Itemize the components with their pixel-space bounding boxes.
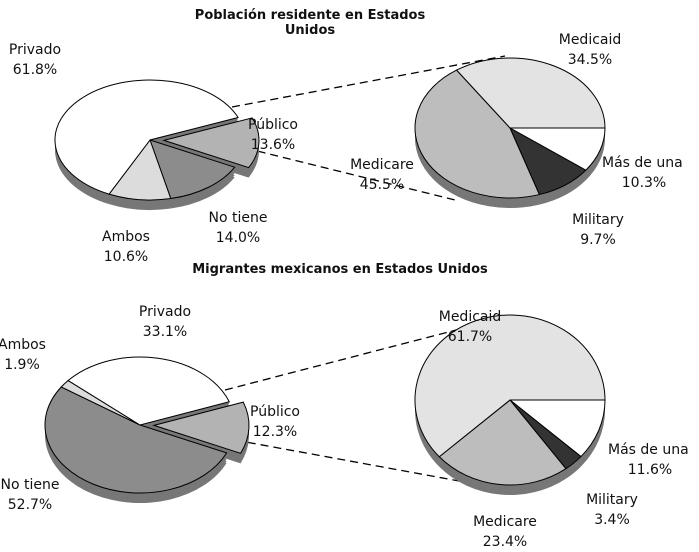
slice-value-label: 52.7% bbox=[8, 497, 52, 513]
slice bbox=[54, 79, 239, 195]
slice-value-label: 9.7% bbox=[580, 232, 616, 248]
slice-value-label: 61.7% bbox=[448, 329, 492, 345]
slice-label: Más de una bbox=[602, 155, 683, 171]
slice-label: Privado bbox=[139, 304, 191, 320]
slice-value-label: 14.0% bbox=[216, 230, 260, 246]
slice bbox=[414, 314, 606, 458]
chart-title: Población residente en Estados Unidos bbox=[194, 8, 426, 38]
slice-value-label: 12.3% bbox=[253, 424, 297, 440]
slice-label: Medicaid bbox=[439, 309, 502, 325]
slice-value-label: 11.6% bbox=[628, 462, 672, 478]
slice-label: Military bbox=[586, 492, 638, 508]
slice-label: No tiene bbox=[1, 477, 60, 493]
slice-value-label: 33.1% bbox=[143, 324, 187, 340]
slice bbox=[438, 399, 567, 486]
slice-label: Medicare bbox=[473, 514, 537, 530]
slice-value-label: 10.6% bbox=[104, 249, 148, 265]
slice-label: Medicare bbox=[350, 157, 414, 173]
slice-label: Ambos bbox=[102, 229, 150, 245]
slice-value-label: 23.4% bbox=[483, 534, 527, 550]
slice bbox=[162, 117, 260, 169]
slice bbox=[414, 69, 541, 199]
connector bbox=[224, 315, 511, 391]
slice bbox=[508, 399, 606, 458]
slice-label: Público bbox=[250, 404, 300, 420]
slice bbox=[149, 139, 236, 200]
connector bbox=[234, 439, 471, 484]
slice bbox=[455, 57, 606, 129]
slice-label: No tiene bbox=[209, 210, 268, 226]
slice-label: Military bbox=[572, 212, 624, 228]
slice-label: Medicaid bbox=[559, 32, 622, 48]
slice bbox=[44, 386, 228, 494]
slice-label: Ambos bbox=[0, 337, 46, 353]
connector bbox=[231, 55, 506, 108]
slice bbox=[67, 356, 230, 426]
slice-value-label: 3.4% bbox=[594, 512, 630, 528]
slice-label: Público bbox=[248, 117, 298, 133]
slice-label: Más de una bbox=[608, 442, 689, 458]
slice-value-label: 34.5% bbox=[568, 52, 612, 68]
slice-value-label: 1.9% bbox=[4, 357, 40, 373]
slice bbox=[152, 401, 250, 454]
slice-value-label: 61.8% bbox=[13, 62, 57, 78]
slice-value-label: 10.3% bbox=[622, 175, 666, 191]
slice-value-label: 13.6% bbox=[251, 137, 295, 153]
connector bbox=[244, 147, 456, 201]
connectors bbox=[224, 55, 511, 484]
slice-value-label: 45.5% bbox=[360, 177, 404, 193]
slice-label: Privado bbox=[9, 42, 61, 58]
chart-title: Migrantes mexicanos en Estados Unidos bbox=[192, 262, 488, 277]
